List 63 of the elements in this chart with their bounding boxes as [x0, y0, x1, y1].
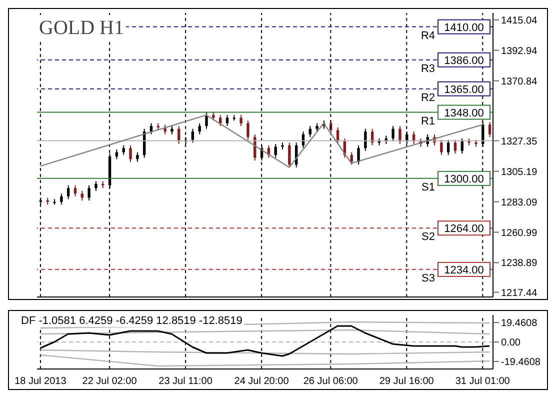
- candlestick: [191, 128, 194, 144]
- x-tick-label: 22 Jul 02:00: [82, 376, 138, 388]
- line-series: [40, 354, 490, 367]
- annotation: 1264.00: [444, 223, 484, 236]
- x-tick-label: 24 Jul 20:00: [234, 376, 290, 388]
- x-tick-label: 26 Jul 06:00: [303, 376, 358, 388]
- x-tick-label: 18 Jul 2013: [14, 376, 67, 388]
- ref-line-label: S3: [422, 272, 435, 284]
- candlestick: [60, 193, 63, 206]
- x-tick-label: 29 Jul 16:00: [379, 376, 434, 388]
- x-tick-label: 31 Jul 01:00: [455, 376, 510, 388]
- ref-line-label: R1: [420, 115, 435, 128]
- y-tick-label: 19.4608: [501, 318, 538, 330]
- x-tick-label: 23 Jul 11:00: [158, 376, 213, 388]
- y-tick-label: 1260.99: [501, 228, 538, 239]
- y-tick-label: -19.4608: [501, 357, 541, 368]
- y-tick-label: 1305.19: [501, 166, 538, 178]
- candlestick: [246, 120, 250, 140]
- candlestick: [454, 139, 457, 154]
- chart-title: GOLD H1: [37, 17, 126, 40]
- candlestick: [460, 138, 464, 154]
- annotation: 1300.00: [444, 173, 484, 186]
- candlestick: [205, 112, 208, 130]
- candlestick: [446, 139, 450, 156]
- y-tick-label: 1327.35: [501, 136, 538, 148]
- candlestick: [274, 143, 277, 158]
- annotation: 1348.00: [444, 107, 484, 120]
- y-tick-label: 1283.09: [501, 197, 538, 208]
- candlestick: [74, 184, 77, 197]
- ref-line-label: R3: [420, 62, 435, 75]
- annotation: 1365.00: [444, 84, 484, 96]
- ref-line-label: S1: [422, 181, 435, 194]
- candlestick: [357, 144, 360, 166]
- candlestick: [198, 122, 201, 135]
- candlestick: [308, 126, 312, 138]
- y-tick-label: 1370.84: [501, 76, 538, 88]
- y-tick-label: 1392.94: [501, 46, 538, 57]
- y-tick-label: 1238.89: [501, 258, 538, 270]
- candlestick: [364, 128, 367, 152]
- candlestick: [488, 121, 492, 138]
- candlestick: [288, 142, 291, 168]
- candlestick: [392, 126, 394, 142]
- candlestick: [226, 114, 229, 127]
- y-tick-label: 1217.44: [501, 288, 538, 299]
- candlestick: [136, 152, 139, 162]
- candlestick: [398, 126, 402, 144]
- candlestick: [94, 180, 98, 192]
- ref-line-label: R2: [420, 92, 435, 104]
- y-tick-label: 0.00: [501, 338, 521, 349]
- candlestick: [240, 114, 242, 127]
- candlestick: [129, 144, 132, 162]
- y-tick-label: 1415.04: [501, 15, 538, 26]
- annotation: 1386.00: [444, 54, 484, 67]
- candlestick: [115, 148, 118, 160]
- annotation: 1234.00: [444, 264, 484, 276]
- candlestick: [350, 152, 353, 166]
- candlestick: [440, 139, 443, 156]
- chart-title: DF -1.0581 6.4259 -6.4259 12.8519 -12.8519: [19, 315, 244, 327]
- candlestick: [66, 184, 70, 200]
- annotation: 1410.00: [444, 22, 484, 34]
- ref-line-label: R4: [420, 30, 435, 42]
- candlestick: [88, 184, 90, 201]
- ref-line-label: S2: [422, 231, 435, 244]
